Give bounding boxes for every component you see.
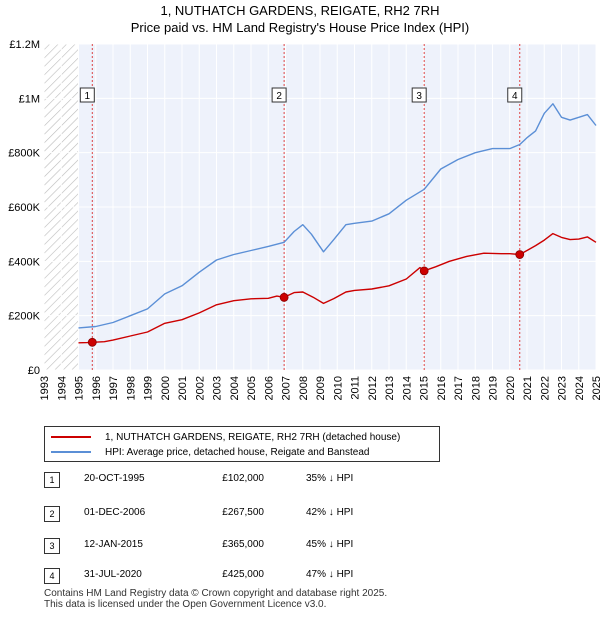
x-tick-label: 1995 [74, 376, 86, 400]
x-tick-label: 2020 [505, 376, 517, 400]
sale-date: 20-OCT-1995 [84, 473, 145, 484]
sale-number-badge: 3 [44, 538, 60, 554]
sale-point [279, 292, 289, 302]
sale-row: 1 20-OCT-1995 £102,000 35% ↓ HPI [44, 470, 404, 488]
x-tick-label: 2008 [298, 376, 310, 400]
legend-swatch-property [51, 436, 91, 438]
x-tick-label: 1998 [125, 376, 137, 400]
footer-line: This data is licensed under the Open Gov… [44, 599, 327, 610]
sale-date: 01-DEC-2006 [84, 507, 146, 518]
sale-marker-label: 2 [276, 91, 282, 102]
footer-line: Contains HM Land Registry data © Crown c… [44, 588, 388, 599]
chart: 1 2 3 4 £0 £200K £400K £600K £800K £1M £1.2M 1993 19… [8, 39, 600, 400]
y-tick-label: £200K [8, 311, 40, 323]
footer: Contains HM Land Registry data © Crown c… [44, 588, 387, 610]
sale-hpi-diff: 42% ↓ HPI [306, 507, 354, 518]
sale-price: £365,000 [222, 539, 264, 550]
sale-date: 12-JAN-2015 [84, 539, 143, 550]
x-tick-label: 2015 [419, 376, 431, 400]
x-tick-label: 2004 [229, 376, 241, 400]
chart-title-block: 1, NUTHATCH GARDENS, REIGATE, RH2 7RH Pr… [0, 2, 600, 36]
sale-number-badge: 1 [44, 472, 60, 488]
x-tick-label: 2011 [350, 376, 362, 400]
y-tick-label: £0 [28, 365, 40, 377]
sale-number-badge: 2 [44, 506, 60, 522]
sale-price: £425,000 [222, 569, 264, 580]
sale-marker-label: 1 [85, 91, 91, 102]
sale-marker-label: 4 [512, 91, 518, 102]
x-tick-label: 2003 [212, 376, 224, 400]
y-tick-label: £800K [8, 148, 40, 160]
legend-swatch-hpi [51, 451, 91, 453]
sale-number-badge: 4 [44, 568, 60, 584]
sale-point [515, 250, 525, 259]
x-tick-label: 1997 [108, 376, 120, 400]
x-tick-label: 1996 [91, 376, 103, 400]
sale-hpi-diff: 45% ↓ HPI [306, 539, 354, 550]
x-tick-label: 2022 [539, 376, 551, 400]
x-tick-label: 2021 [522, 376, 534, 400]
x-tick-label: 2007 [281, 376, 293, 400]
sale-point [419, 266, 429, 276]
y-tick-label: £1M [19, 93, 40, 105]
x-tick-label: 2025 [591, 376, 600, 400]
x-tick-label: 2010 [332, 376, 344, 400]
x-tick-label: 1994 [56, 376, 68, 400]
x-tick-label: 2024 [574, 376, 586, 400]
x-tick-label: 2006 [263, 376, 275, 400]
x-tick-label: 2012 [367, 376, 379, 400]
x-tick-label: 2013 [384, 376, 396, 400]
sale-marker-box [411, 87, 427, 103]
x-tick-label: 2019 [488, 376, 500, 400]
sale-marker-box [79, 87, 95, 103]
y-tick-label: £600K [8, 202, 40, 214]
x-tick-label: 2016 [436, 376, 448, 400]
sale-marker-label: 3 [416, 91, 422, 102]
x-tick-label: 2002 [194, 376, 206, 400]
legend-label-property: 1, NUTHATCH GARDENS, REIGATE, RH2 7RH (d… [105, 431, 401, 443]
x-tick-label: 2001 [177, 376, 189, 400]
y-tick-label: £1.2M [9, 39, 40, 51]
legend-item-hpi: HPI: Average price, detached house, Reig… [51, 445, 369, 459]
sale-hpi-diff: 47% ↓ HPI [306, 569, 354, 580]
legend: 1, NUTHATCH GARDENS, REIGATE, RH2 7RH (d… [44, 426, 440, 462]
x-tick-label: 1999 [143, 376, 155, 400]
legend-label-hpi: HPI: Average price, detached house, Reig… [105, 446, 370, 458]
sale-price: £102,000 [222, 473, 264, 484]
x-tick-label: 2017 [453, 376, 465, 400]
sale-row: 3 12-JAN-2015 £365,000 45% ↓ HPI [44, 536, 404, 554]
chart-subtitle: Price paid vs. HM Land Registry's House … [130, 20, 470, 35]
x-tick-label: 2023 [557, 376, 569, 400]
x-tick-label: 1993 [39, 376, 51, 400]
sale-hpi-diff: 35% ↓ HPI [306, 473, 354, 484]
chart-title: 1, NUTHATCH GARDENS, REIGATE, RH2 7RH [160, 3, 440, 18]
sale-price: £267,500 [222, 507, 264, 518]
x-tick-label: 2014 [401, 376, 413, 400]
x-tick-label: 2000 [160, 376, 172, 400]
series-line-hpi [78, 103, 597, 329]
series-line-property [78, 232, 597, 344]
x-tick-label: 2009 [315, 376, 327, 400]
sale-point [87, 337, 97, 347]
sale-row: 2 01-DEC-2006 £267,500 42% ↓ HPI [44, 504, 404, 522]
legend-item-property: 1, NUTHATCH GARDENS, REIGATE, RH2 7RH (d… [51, 430, 400, 444]
y-tick-label: £400K [8, 256, 40, 268]
sale-marker-box [271, 87, 287, 103]
sale-row: 4 31-JUL-2020 £425,000 47% ↓ HPI [44, 566, 404, 584]
x-tick-label: 2018 [470, 376, 482, 400]
x-tick-label: 2005 [246, 376, 258, 400]
sale-marker-box [507, 87, 523, 103]
sale-date: 31-JUL-2020 [84, 569, 142, 580]
